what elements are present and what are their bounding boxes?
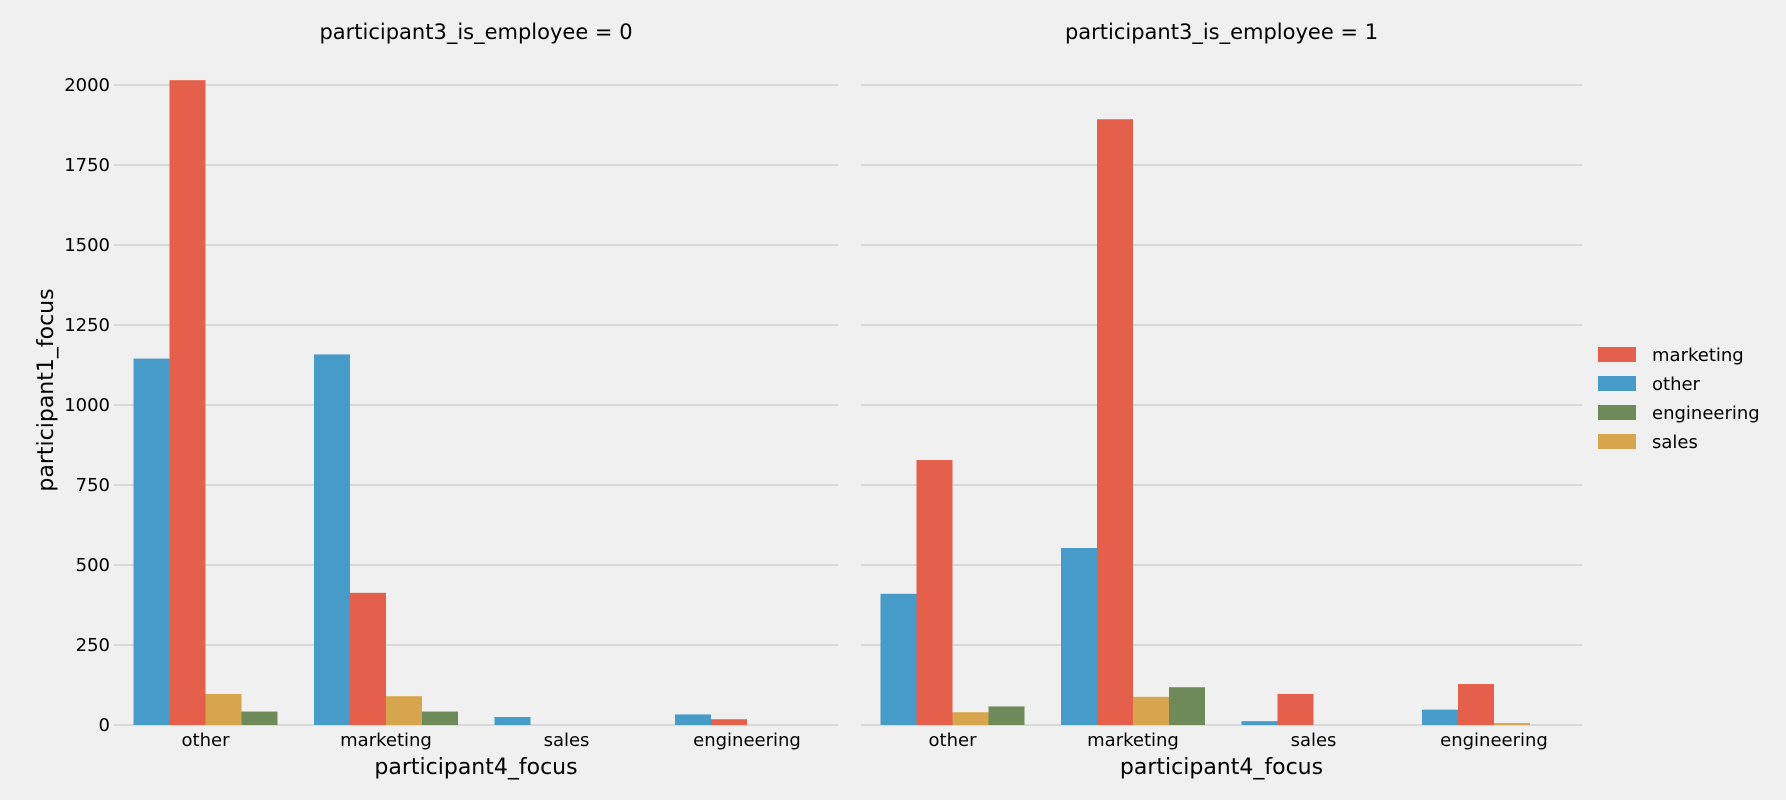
y-tick-label: 1500 [64, 235, 110, 256]
bar-other-other [880, 593, 917, 725]
x-tick-label: sales [544, 730, 590, 751]
panel-title: participant3_is_employee = 1 [1065, 20, 1378, 45]
y-tick-label: 2000 [64, 75, 110, 96]
y-axis: 0 250 500 750 1000 1250 1500 1750 2000 participan… [34, 75, 110, 736]
bar-other-sales [205, 693, 242, 725]
bar-other-marketing [169, 80, 206, 725]
y-tick-label: 250 [76, 635, 110, 656]
x-axis-title: participant4_focus [1120, 755, 1323, 780]
x-tick-label: marketing [1087, 730, 1179, 751]
y-tick-label: 1750 [64, 155, 110, 176]
x-tick-label: sales [1291, 730, 1337, 751]
x-tick-label: other [929, 730, 978, 751]
bar-sales-other [494, 717, 531, 725]
bar-other-marketing [916, 460, 953, 725]
bar-sales-other [1241, 721, 1278, 725]
bar-engineering-marketing [1458, 684, 1494, 725]
bar-engineering-other [1422, 709, 1458, 725]
bar-marketing-marketing [350, 592, 386, 725]
bar-engineering-other [675, 714, 711, 725]
y-tick-label: 0 [99, 715, 110, 736]
bar-marketing-engineering [1169, 687, 1205, 725]
x-tick-label: engineering [693, 730, 801, 751]
bar-marketing-marketing [1097, 119, 1133, 726]
y-tick-label: 750 [76, 475, 110, 496]
legend-swatch [1598, 347, 1636, 362]
panel-title: participant3_is_employee = 0 [319, 20, 632, 45]
bars [133, 80, 747, 725]
gridlines [114, 84, 838, 726]
bar-other-other [133, 358, 170, 725]
bar-other-engineering [241, 711, 278, 725]
bar-marketing-other [1061, 548, 1097, 725]
bar-engineering-marketing [711, 719, 747, 725]
legend-label: sales [1652, 432, 1698, 453]
y-axis-title: participant1_focus [34, 288, 59, 491]
bars [880, 119, 1530, 726]
legend-swatch [1598, 376, 1636, 391]
panel-2: other marketing sales engineering participan… [861, 20, 1582, 780]
x-tick-label: engineering [1440, 730, 1548, 751]
legend: marketing other engineering sales [1598, 345, 1760, 453]
bar-marketing-other [314, 354, 350, 725]
bar-engineering-sales [1494, 723, 1530, 725]
legend-label: other [1652, 374, 1701, 395]
bar-other-sales [952, 712, 989, 725]
legend-swatch [1598, 434, 1636, 449]
legend-label: marketing [1652, 345, 1744, 366]
legend-swatch [1598, 405, 1636, 420]
y-tick-label: 1250 [64, 315, 110, 336]
bar-other-engineering [988, 706, 1025, 725]
x-axis-title: participant4_focus [374, 755, 577, 780]
x-tick-label: other [182, 730, 231, 751]
x-tick-label: marketing [340, 730, 432, 751]
bar-marketing-sales [386, 696, 422, 725]
y-tick-label: 500 [76, 555, 110, 576]
bar-marketing-engineering [422, 711, 458, 725]
bar-marketing-sales [1133, 696, 1169, 725]
legend-label: engineering [1652, 403, 1760, 424]
gridlines [861, 84, 1582, 726]
panel-1: other marketing sales engineering participan… [114, 20, 838, 780]
y-tick-label: 1000 [64, 395, 110, 416]
bar-sales-marketing [1277, 693, 1314, 725]
